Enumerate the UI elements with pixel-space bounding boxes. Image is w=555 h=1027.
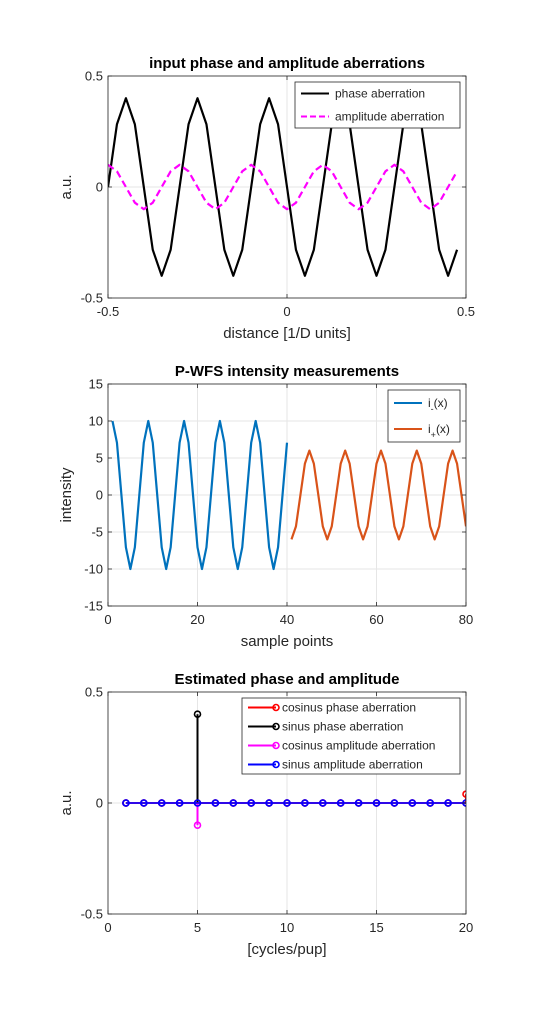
x-tick-label: 20: [459, 920, 473, 935]
stem-marker: [193, 710, 202, 719]
series-line: [111, 419, 289, 571]
legend: cosinus phase aberration sinus phase aber…: [241, 697, 461, 775]
y-tick-label: 5: [96, 451, 103, 466]
legend-name: i: [428, 396, 431, 410]
data-layer: [108, 97, 459, 277]
y-tick-label: -0.5: [81, 907, 103, 922]
stem-marker: [426, 799, 435, 807]
stem-marker: [140, 799, 148, 807]
y-tick-label: -15: [84, 599, 103, 614]
legend-name: cosinus phase aberration: [282, 701, 416, 715]
x-tick-label: 0.5: [457, 304, 475, 319]
stem-marker: [301, 799, 309, 807]
x-tick-label: 0: [104, 612, 111, 627]
x-axis-label: [cycles/pup]: [247, 941, 326, 958]
x-axis-label: distance [1/D units]: [223, 325, 351, 342]
stem-marker: [157, 799, 166, 807]
series-line: [108, 97, 459, 277]
legend-swatch-marker: [272, 703, 280, 712]
legend-entry: cosinus amplitude aberration: [282, 739, 435, 753]
chart-title: Estimated phase and amplitude: [174, 671, 399, 688]
chart-title: input phase and amplitude aberrations: [149, 55, 425, 72]
x-tick-label: 10: [280, 920, 294, 935]
legend-entry: sinus amplitude aberration: [282, 758, 423, 772]
x-tick-label: 20: [190, 612, 204, 627]
x-tick-label: -0.5: [97, 304, 119, 319]
y-tick-label: 0: [96, 796, 103, 811]
stem-marker: [354, 799, 363, 807]
x-tick-label: 5: [194, 920, 201, 935]
y-axis-label: intensity: [58, 467, 75, 523]
legend-entry: i+(x): [428, 422, 450, 440]
legend-entry: sinus phase aberration: [282, 720, 403, 734]
y-tick-label: -5: [91, 525, 103, 540]
stem-marker: [247, 799, 255, 807]
legend-swatch-marker: [272, 741, 280, 750]
y-axis-label: a.u.: [58, 790, 75, 815]
series-line: [290, 449, 466, 541]
stem-marker: [193, 821, 202, 830]
y-axis-label: a.u.: [58, 174, 75, 199]
legend-entry: phase aberration: [335, 87, 425, 101]
phase-amplitude-aberrations-chart: -0.5 0 0.5 -0.5 0 0.5 input phase and amplitud…: [58, 55, 475, 342]
stem-marker: [122, 799, 130, 807]
legend-name: amplitude aberration: [335, 110, 444, 124]
x-tick-label: 0: [104, 920, 111, 935]
stem-marker: [444, 799, 452, 807]
legend-entry: i-(x): [428, 396, 448, 414]
y-tick-label: 0.5: [85, 69, 103, 84]
legend-box: [294, 81, 461, 129]
legend-name: sinus amplitude aberration: [282, 758, 423, 772]
stem-marker: [193, 799, 202, 807]
data-layer: [111, 419, 466, 571]
stem-marker: [336, 799, 345, 807]
stem-marker: [265, 799, 273, 807]
stem-marker: [372, 799, 381, 807]
data-layer: [122, 710, 466, 830]
x-axis-label: sample points: [241, 633, 334, 650]
legend-name: i: [428, 422, 431, 436]
legend-subscript: -: [431, 404, 434, 414]
x-tick-label: 0: [283, 304, 290, 319]
legend-name: cosinus amplitude aberration: [282, 739, 435, 753]
legend-swatch-marker: [272, 722, 280, 731]
x-tick-label: 60: [369, 612, 383, 627]
legend-name: phase aberration: [335, 87, 425, 101]
stem-marker: [229, 799, 238, 807]
stem-marker: [175, 799, 184, 807]
y-tick-label: 0: [96, 180, 103, 195]
legend-suffix: (x): [434, 396, 448, 410]
stem-marker: [318, 799, 327, 807]
y-tick-label: 0.5: [85, 685, 103, 700]
y-tick-label: 15: [89, 377, 103, 392]
legend-box: [387, 389, 461, 443]
y-tick-label: 0: [96, 488, 103, 503]
legend-box: [241, 697, 461, 775]
legend-entry: amplitude aberration: [335, 110, 444, 124]
stem-marker: [462, 790, 466, 798]
stem-marker: [390, 799, 399, 807]
stem-marker: [408, 799, 417, 807]
y-tick-label: 10: [89, 414, 103, 429]
legend-swatch-marker: [272, 760, 280, 769]
legend-entry: cosinus phase aberration: [282, 701, 416, 715]
legend-subscript: +: [431, 430, 436, 440]
stem-marker: [211, 799, 220, 807]
legend-suffix: (x): [436, 422, 450, 436]
y-tick-label: -10: [84, 562, 103, 577]
legend: phase aberration amplitude aberration: [294, 81, 461, 129]
x-tick-label: 15: [369, 920, 383, 935]
x-tick-label: 80: [459, 612, 473, 627]
x-tick-label: 40: [280, 612, 294, 627]
chart-title: P-WFS intensity measurements: [175, 363, 399, 380]
stem-marker: [283, 799, 291, 807]
legend: i-(x)i+(x): [387, 389, 461, 443]
pwfs-intensity-chart: 0 20 40 60 80 -15 -10 -5 0 5 10 15 P-WFS intensity m…: [58, 363, 473, 650]
legend-name: sinus phase aberration: [282, 720, 403, 734]
y-tick-label: -0.5: [81, 291, 103, 306]
